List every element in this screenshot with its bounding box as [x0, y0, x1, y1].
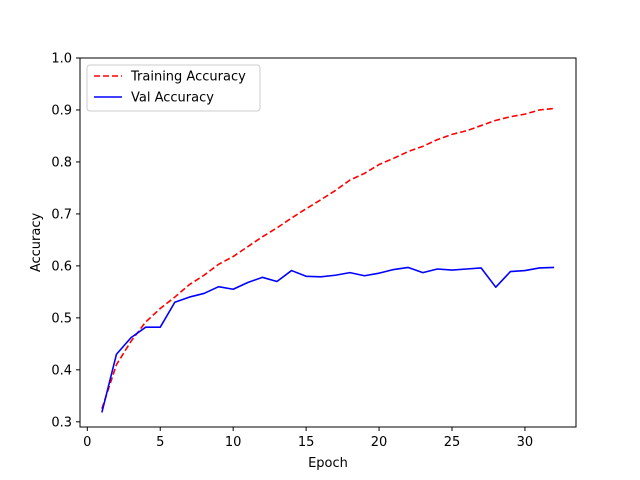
x-tick-label: 15 — [298, 435, 315, 450]
y-tick-label: 0.4 — [51, 363, 72, 378]
series-line-training-accuracy — [101, 107, 555, 410]
y-tick-label: 0.7 — [51, 207, 72, 222]
y-tick-label: 0.3 — [51, 415, 72, 430]
plot-frame — [79, 57, 577, 428]
x-tick-label: 5 — [156, 435, 164, 450]
x-tick-label: 10 — [225, 435, 242, 450]
legend-label: Val Accuracy — [131, 91, 214, 106]
y-tick-label: 0.6 — [51, 259, 72, 274]
y-tick-label: 0.9 — [51, 103, 72, 118]
x-tick-label: 30 — [517, 435, 534, 450]
x-tick-label: 0 — [83, 435, 91, 450]
series-line-val-accuracy — [101, 266, 555, 413]
x-axis-label: Epoch — [308, 456, 348, 471]
legend-label: Training Accuracy — [130, 70, 246, 85]
y-tick-label: 1.0 — [51, 52, 72, 67]
legend-box — [86, 64, 261, 112]
x-tick-label: 20 — [371, 435, 388, 450]
y-axis-label: Accuracy — [29, 213, 44, 273]
legend: Training Accuracy Val Accuracy — [86, 64, 261, 112]
y-tick-label: 0.5 — [51, 311, 72, 326]
x-tick-label: 25 — [444, 435, 461, 450]
y-tick-label: 0.8 — [51, 155, 72, 170]
